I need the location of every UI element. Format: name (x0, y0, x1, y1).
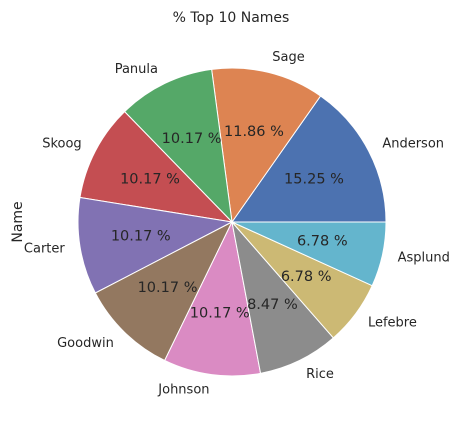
category-label-panula: Panula (115, 62, 158, 77)
category-label-carter: Carter (24, 241, 65, 256)
category-label-skoog: Skoog (42, 136, 81, 151)
percent-label-carter: 10.17 % (111, 229, 171, 245)
y-axis-label: Name (10, 201, 26, 242)
percent-label-rice: 8.47 % (247, 297, 298, 313)
pie-slices (78, 68, 386, 376)
percent-label-goodwin: 10.17 % (138, 280, 198, 296)
category-label-lefebre: Lefebre (368, 316, 417, 331)
category-label-asplund: Asplund (398, 250, 450, 265)
percent-label-skoog: 10.17 % (120, 171, 180, 187)
category-label-johnson: Johnson (157, 382, 209, 397)
percent-label-panula: 10.17 % (162, 131, 222, 147)
category-label-rice: Rice (306, 367, 334, 382)
percent-label-asplund: 6.78 % (297, 234, 348, 250)
category-label-goodwin: Goodwin (57, 336, 114, 351)
percent-label-johnson: 10.17 % (190, 306, 250, 322)
category-label-anderson: Anderson (382, 136, 444, 151)
percent-label-anderson: 15.25 % (284, 171, 344, 187)
chart-title: % Top 10 Names (173, 10, 290, 26)
percent-label-sage: 11.86 % (224, 124, 284, 140)
percent-label-lefebre: 6.78 % (281, 269, 332, 285)
category-label-sage: Sage (272, 50, 304, 65)
